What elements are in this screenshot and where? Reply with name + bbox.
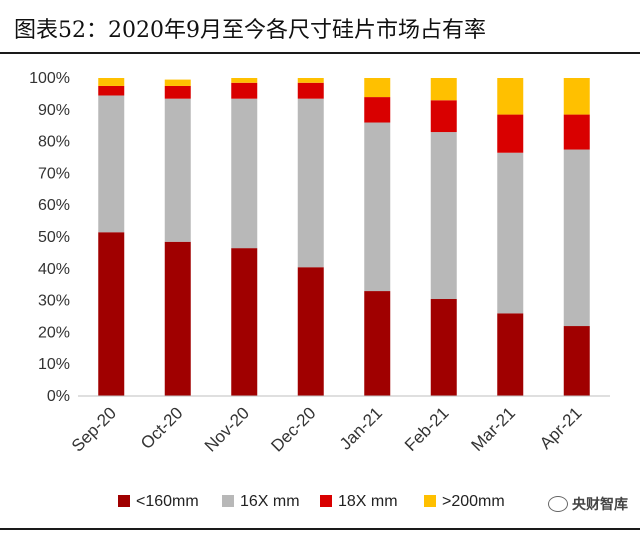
watermark-text: 央财智库 xyxy=(572,497,628,513)
bar-segment xyxy=(563,114,590,150)
y-tick-label: 100% xyxy=(29,70,70,87)
y-tick-label: 80% xyxy=(38,134,70,151)
wechat-icon xyxy=(548,496,568,512)
legend-label: 18X mm xyxy=(338,493,398,510)
y-tick-label: 20% xyxy=(38,324,70,341)
x-tick-label: Sep-20 xyxy=(68,403,120,455)
bar-segment xyxy=(231,78,258,83)
x-tick-label: Feb-21 xyxy=(401,403,453,455)
bar-segment xyxy=(164,241,191,396)
bar-segment xyxy=(563,326,590,396)
bar-segment xyxy=(231,248,258,396)
bar-segment xyxy=(364,78,391,98)
bar-segment xyxy=(164,98,191,242)
y-tick-label: 0% xyxy=(47,388,70,405)
watermark: 央财智库 xyxy=(548,494,628,514)
bar-segment xyxy=(297,267,324,396)
bar-segment xyxy=(364,291,391,396)
bar-segment xyxy=(297,78,324,83)
x-tick-label: Nov-20 xyxy=(201,403,253,455)
chart-title: 图表52：2020年9月至今各尺寸硅片市场占有率 xyxy=(14,18,486,43)
legend-swatch xyxy=(424,495,436,507)
bar-segment xyxy=(164,85,191,99)
bar-segment xyxy=(231,82,258,99)
x-tick-label: Apr-21 xyxy=(536,403,586,453)
y-tick-label: 90% xyxy=(38,102,70,119)
bar-segment xyxy=(231,98,258,249)
bar-segment xyxy=(164,79,191,86)
legend-label: 16X mm xyxy=(240,493,300,510)
x-tick-label: Dec-20 xyxy=(267,403,319,455)
stacked-bar-chart: 0% 10% 20% 30% 40% 50% 60% 70% 80% 90% 100% Sep-20 O… xyxy=(29,70,610,510)
y-tick-label: 70% xyxy=(38,165,70,182)
y-tick-label: 40% xyxy=(38,261,70,278)
bar-segment xyxy=(364,122,391,292)
bar-segment xyxy=(430,100,457,133)
bar-segment xyxy=(98,232,125,396)
bar-segment xyxy=(497,152,524,314)
bar-segment xyxy=(430,299,457,396)
legend-swatch xyxy=(222,495,234,507)
y-tick-label: 30% xyxy=(38,293,70,310)
bar-segment xyxy=(364,97,391,123)
bar-segment xyxy=(430,78,457,101)
bar-segment xyxy=(497,114,524,153)
legend-label: >200mm xyxy=(442,493,505,510)
y-tick-label: 60% xyxy=(38,197,70,214)
x-tick-label: Oct-20 xyxy=(137,403,187,453)
bar-segment xyxy=(497,78,524,115)
bar-segment xyxy=(497,313,524,396)
bar-segment xyxy=(98,78,125,86)
x-tick-label: Mar-21 xyxy=(468,403,520,455)
y-tick-label: 10% xyxy=(38,356,70,373)
legend-label: <160mm xyxy=(136,493,199,510)
bar-segment xyxy=(98,95,125,233)
bar-segment xyxy=(98,85,125,96)
title-bar: 图表52：2020年9月至今各尺寸硅片市场占有率 xyxy=(0,0,640,54)
legend-swatch xyxy=(118,495,130,507)
legend-swatch xyxy=(320,495,332,507)
bar-segment xyxy=(563,78,590,115)
bottom-rule xyxy=(0,528,640,530)
bar-segment xyxy=(297,98,324,268)
x-tick-label: Jan-21 xyxy=(336,403,386,453)
bar-segment xyxy=(297,82,324,99)
bar-segment xyxy=(430,132,457,300)
y-tick-label: 50% xyxy=(38,229,70,246)
bar-segment xyxy=(563,149,590,327)
